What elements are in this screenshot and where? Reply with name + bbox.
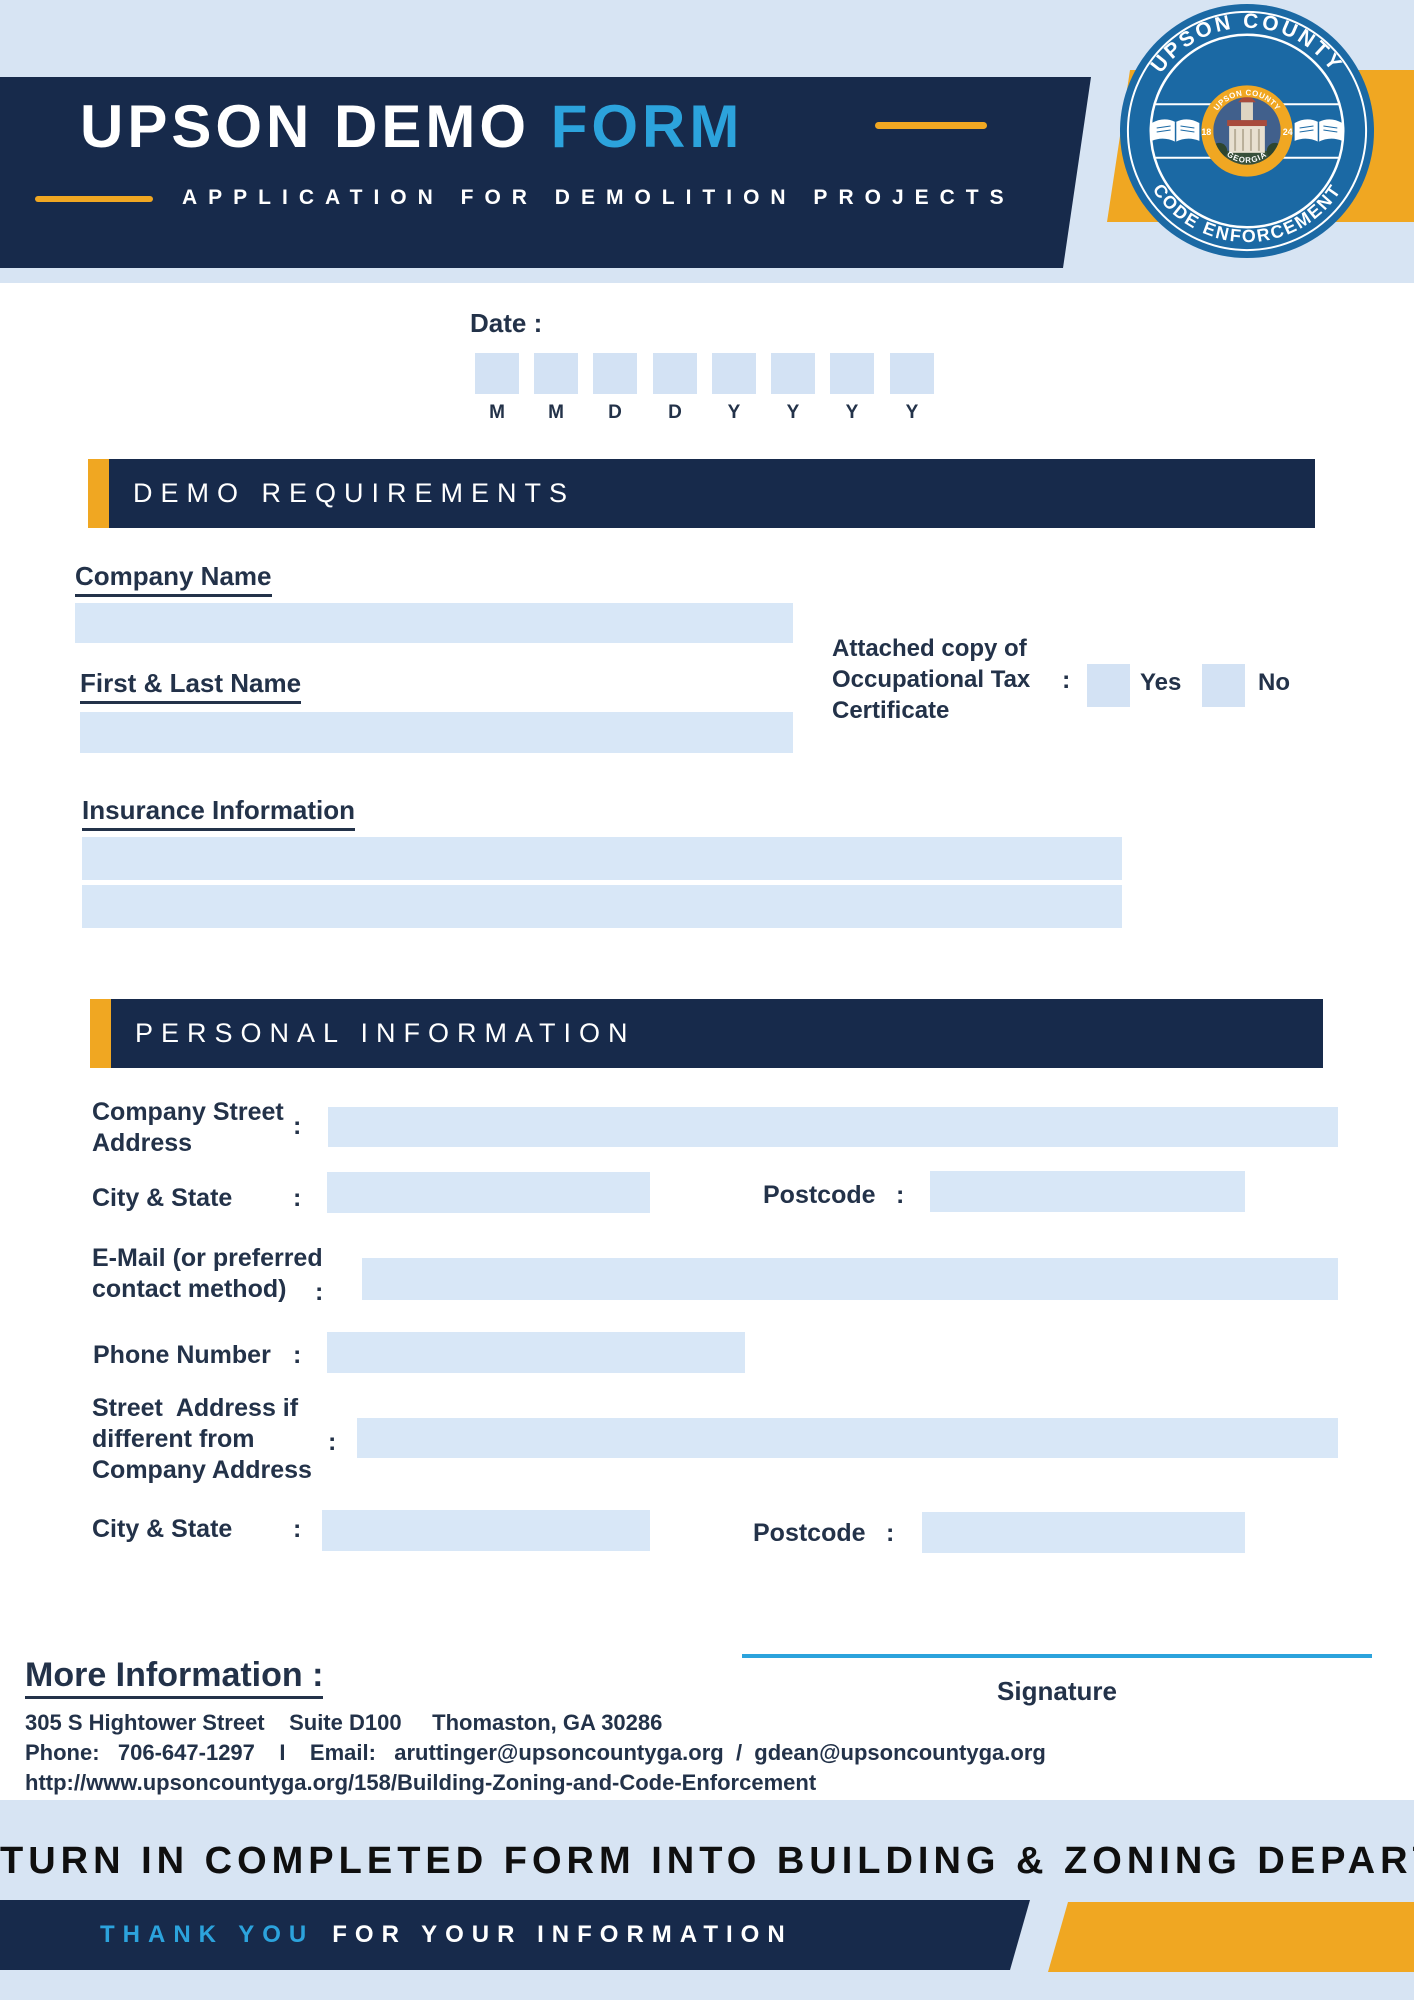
postcode-label: Postcode <box>763 1181 876 1209</box>
insurance-info-label: Insurance Information <box>82 795 356 831</box>
alt-street-label-line2: different from <box>92 1425 255 1453</box>
alt-street-label-line3: Company Address <box>92 1456 312 1484</box>
section-header-demo-requirements: DEMO REQUIREMENTS <box>109 459 1315 528</box>
postcode-colon: : <box>896 1181 905 1209</box>
ordinance-book-icon <box>1294 119 1343 142</box>
company-name-input[interactable] <box>75 603 793 643</box>
insurance-info-input-line2[interactable] <box>82 885 1122 928</box>
city-state-colon: : <box>293 1184 302 1212</box>
thank-you-accent: THANK YOU <box>100 1921 315 1948</box>
company-street-input[interactable] <box>328 1107 1338 1147</box>
date-slot-label: D <box>608 402 622 423</box>
subtitle-dash-decor <box>35 196 153 202</box>
city-state2-input[interactable] <box>322 1510 650 1551</box>
alt-street-input[interactable] <box>357 1418 1338 1458</box>
tax-cert-label-line2: Occupational Tax <box>832 666 1031 693</box>
insurance-info-input-line1[interactable] <box>82 837 1122 880</box>
city-state2-colon: : <box>293 1515 302 1543</box>
office-address-line: 305 S Hightower Street Suite D100 Thomas… <box>25 1710 663 1735</box>
date-slot-label: D <box>668 402 682 423</box>
date-digit-box-d2[interactable] <box>653 353 697 394</box>
signature-label: Signature <box>997 1676 1117 1706</box>
tax-cert-label-line3: Certificate <box>832 697 950 724</box>
date-label: Date : <box>470 308 543 338</box>
tax-cert-colon: : <box>1062 666 1071 694</box>
phone-number-label: Phone Number <box>93 1341 271 1369</box>
company-name-label: Company Name <box>75 561 272 597</box>
company-street-label-line1: Company Street <box>92 1098 284 1126</box>
footer-gold-accent <box>1048 1902 1414 1972</box>
date-slot-label: M <box>548 402 564 423</box>
date-slot-label: Y <box>905 402 919 423</box>
more-information-heading: More Information : <box>25 1656 324 1699</box>
email-input[interactable] <box>362 1258 1338 1300</box>
date-slot-label: Y <box>845 402 859 423</box>
email-label-line1: E-Mail (or preferred <box>92 1244 323 1272</box>
city-state-label: City & State <box>92 1184 233 1212</box>
section-accent-bar <box>90 999 111 1068</box>
first-last-name-input[interactable] <box>80 712 793 753</box>
phone-number-input[interactable] <box>327 1332 745 1373</box>
date-slot-label: Y <box>786 402 800 423</box>
company-street-colon: : <box>293 1112 302 1140</box>
title-dash-decor <box>875 122 987 129</box>
thank-you-message: THANK YOU FOR YOUR INFORMATION <box>100 1921 793 1949</box>
date-digit-box-d1[interactable] <box>593 353 637 394</box>
city-state-input[interactable] <box>327 1172 650 1213</box>
postcode2-label: Postcode <box>753 1519 866 1547</box>
svg-text:24: 24 <box>1283 127 1293 137</box>
postcode2-colon: : <box>886 1519 895 1547</box>
date-digit-box-y4[interactable] <box>890 353 934 394</box>
phone-colon: : <box>293 1341 302 1369</box>
tax-cert-label-line1: Attached copy of <box>832 635 1027 662</box>
turn-in-instruction: TURN IN COMPLETED FORM INTO BUILDING & Z… <box>0 1840 1414 1882</box>
website-url-line: http://www.upsoncountyga.org/158/Buildin… <box>25 1770 817 1795</box>
alt-street-colon: : <box>328 1428 337 1456</box>
tax-cert-yes-checkbox[interactable] <box>1087 664 1130 707</box>
company-street-label-line2: Address <box>92 1129 193 1157</box>
first-last-name-label: First & Last Name <box>80 668 302 704</box>
footer-bar: THANK YOU FOR YOUR INFORMATION <box>0 1900 1030 1970</box>
svg-text:18: 18 <box>1201 127 1211 137</box>
signature-line[interactable] <box>742 1654 1372 1658</box>
header-band <box>0 77 1091 268</box>
page-title: UPSON DEMO FORM <box>80 92 743 161</box>
date-digit-box-y3[interactable] <box>830 353 874 394</box>
date-slot-label: M <box>489 402 505 423</box>
date-digit-box-m1[interactable] <box>475 353 519 394</box>
date-slot-label: Y <box>727 402 741 423</box>
alt-street-label-line1: Street Address if <box>92 1394 299 1422</box>
county-seal-logo: UPSON COUNTY CODE ENFORCEMENT <box>1118 2 1376 260</box>
email-label-line2: contact method) <box>92 1275 287 1303</box>
thank-you-rest: FOR YOUR INFORMATION <box>332 1921 793 1948</box>
section-accent-bar <box>88 459 109 528</box>
page-subtitle: APPLICATION FOR DEMOLITION PROJECTS <box>182 186 1015 209</box>
county-seal-icon: UPSON COUNTY CODE ENFORCEMENT <box>1119 3 1375 259</box>
date-digit-box-y2[interactable] <box>771 353 815 394</box>
tax-cert-no-checkbox[interactable] <box>1202 664 1245 707</box>
title-white-part: UPSON DEMO <box>80 93 551 160</box>
section-header-personal-information: PERSONAL INFORMATION <box>111 999 1323 1068</box>
postcode-input[interactable] <box>930 1171 1245 1212</box>
title-accent-part: FORM <box>550 93 744 160</box>
date-digit-box-y1[interactable] <box>712 353 756 394</box>
tax-cert-no-label: No <box>1258 669 1290 696</box>
tax-cert-yes-label: Yes <box>1140 669 1182 696</box>
date-digit-box-m2[interactable] <box>534 353 578 394</box>
phone-email-line: Phone: 706-647-1297 I Email: aruttinger@… <box>25 1740 1046 1765</box>
email-colon: : <box>315 1278 324 1306</box>
postcode2-input[interactable] <box>922 1512 1245 1553</box>
city-state2-label: City & State <box>92 1515 233 1543</box>
ordinance-book-icon <box>1151 119 1200 142</box>
